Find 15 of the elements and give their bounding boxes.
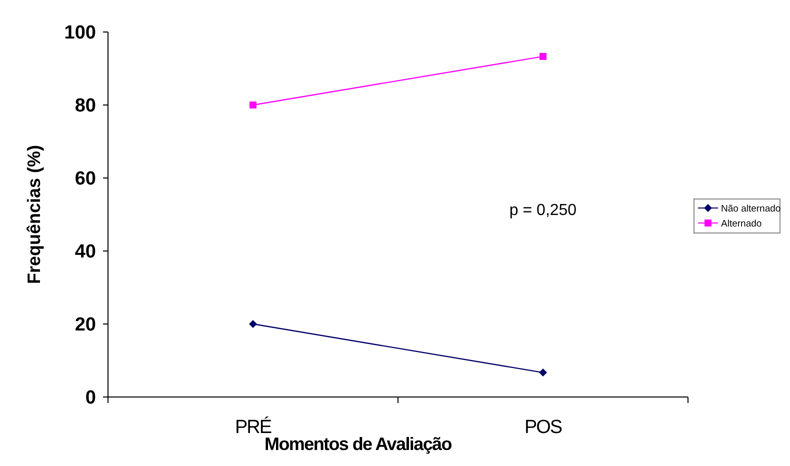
point xyxy=(540,52,546,60)
point xyxy=(539,368,547,377)
y-tick-label: 100 xyxy=(64,22,96,44)
y-axis-title: Frequências (%) xyxy=(24,144,44,284)
y-tick-label: 20 xyxy=(74,314,96,336)
legend-label: Alternado xyxy=(721,218,762,230)
x-tick-label: POS xyxy=(524,417,562,438)
legend-label: Não alternado xyxy=(721,203,781,214)
y-tick-label: 0 xyxy=(85,388,96,409)
point xyxy=(250,102,256,108)
y-tick-label: 60 xyxy=(74,168,96,190)
y-tick-label: 80 xyxy=(74,96,96,117)
point xyxy=(249,320,257,328)
annotation: p = 0,250 xyxy=(509,202,577,219)
y-tick-label: 40 xyxy=(74,242,96,263)
